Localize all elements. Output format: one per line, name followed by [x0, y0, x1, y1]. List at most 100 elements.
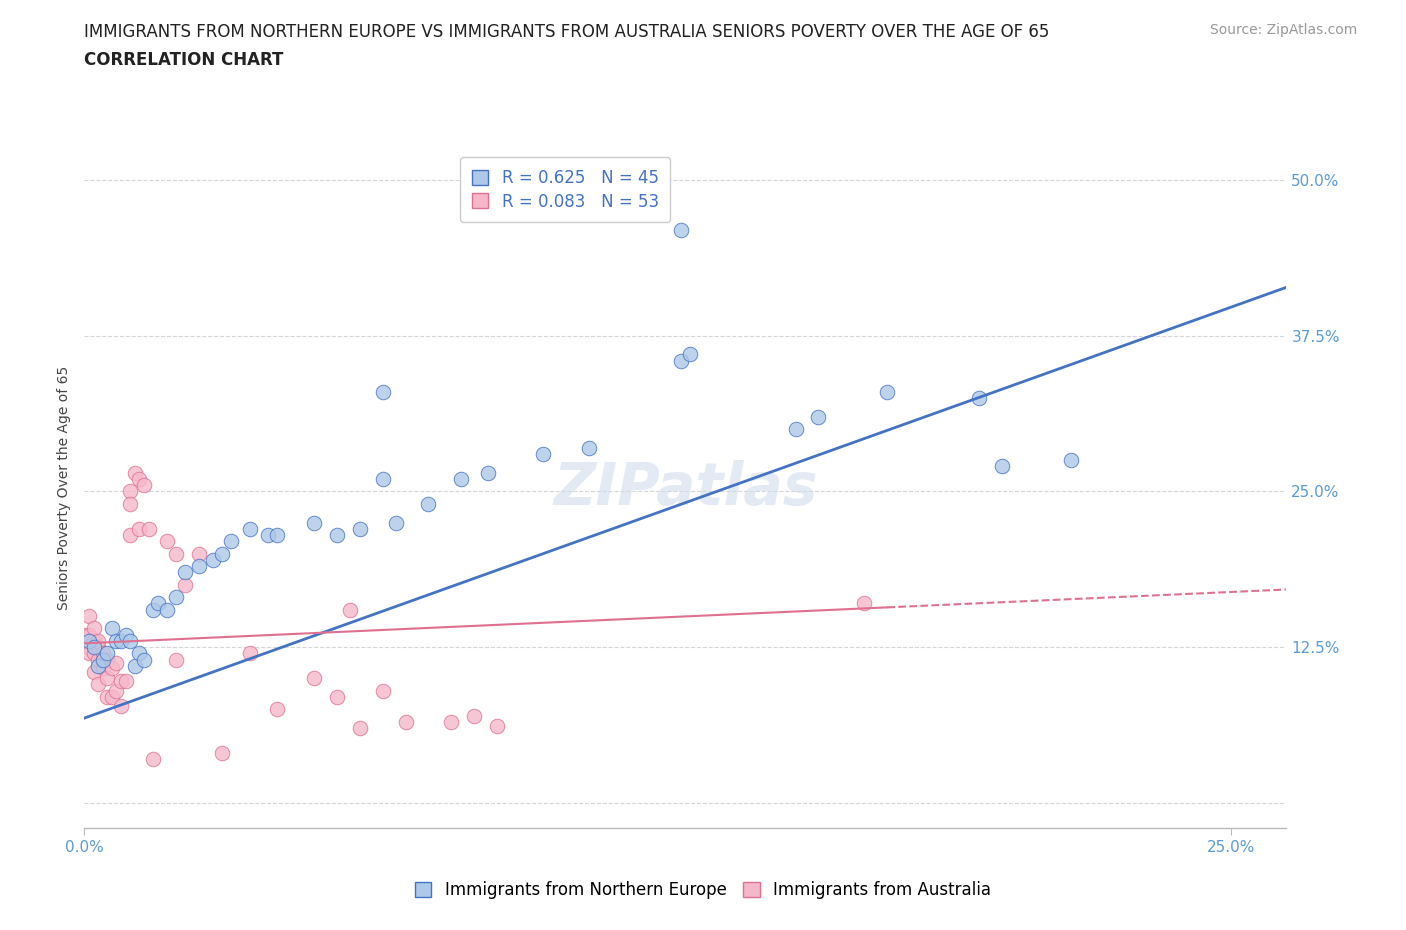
Point — [669, 222, 692, 237]
Point — [785, 421, 807, 436]
Point — [211, 546, 233, 561]
Point — [219, 534, 242, 549]
Point — [83, 621, 105, 636]
Point — [142, 751, 165, 766]
Point — [463, 708, 485, 723]
Point — [257, 527, 280, 542]
Point — [120, 484, 142, 498]
Point — [440, 714, 463, 729]
Point — [132, 478, 155, 493]
Point — [165, 590, 187, 604]
Point — [450, 472, 472, 486]
Point — [371, 684, 394, 698]
Point — [349, 522, 371, 537]
Point — [120, 497, 142, 512]
Point — [101, 621, 124, 636]
Point — [1060, 453, 1083, 468]
Point — [418, 497, 440, 512]
Point — [807, 409, 830, 424]
Point — [101, 689, 124, 704]
Point — [486, 718, 509, 733]
Point — [325, 689, 347, 704]
Point — [77, 645, 100, 660]
Point — [876, 384, 898, 399]
Point — [266, 702, 288, 717]
Point — [96, 689, 118, 704]
Point — [142, 603, 165, 618]
Point — [77, 633, 100, 648]
Point — [967, 391, 990, 405]
Point — [83, 633, 105, 648]
Point — [105, 684, 128, 698]
Point — [238, 522, 260, 537]
Point — [339, 603, 361, 618]
Point — [165, 652, 187, 667]
Point — [83, 665, 105, 680]
Point — [87, 658, 110, 673]
Point — [91, 645, 114, 660]
Point — [238, 645, 260, 660]
Point — [578, 440, 600, 455]
Point — [114, 627, 136, 642]
Text: CORRELATION CHART: CORRELATION CHART — [84, 51, 284, 69]
Point — [201, 552, 224, 567]
Point — [87, 640, 110, 655]
Point — [73, 627, 96, 642]
Point — [132, 652, 155, 667]
Point — [114, 673, 136, 688]
Point — [165, 546, 187, 561]
Point — [128, 645, 150, 660]
Text: ZIPatlas: ZIPatlas — [553, 459, 818, 517]
Point — [110, 673, 132, 688]
Point — [146, 596, 169, 611]
Point — [105, 633, 128, 648]
Point — [128, 522, 150, 537]
Point — [325, 527, 347, 542]
Point — [211, 746, 233, 761]
Point — [174, 578, 197, 592]
Point — [394, 714, 416, 729]
Point — [87, 677, 110, 692]
Point — [156, 534, 179, 549]
Point — [96, 652, 118, 667]
Point — [156, 603, 179, 618]
Point — [371, 384, 394, 399]
Point — [124, 658, 146, 673]
Point — [531, 446, 554, 461]
Point — [349, 721, 371, 736]
Point — [188, 559, 211, 574]
Point — [110, 633, 132, 648]
Point — [138, 522, 160, 537]
Text: IMMIGRANTS FROM NORTHERN EUROPE VS IMMIGRANTS FROM AUSTRALIA SENIORS POVERTY OVE: IMMIGRANTS FROM NORTHERN EUROPE VS IMMIG… — [84, 23, 1050, 41]
Point — [101, 661, 124, 676]
Point — [110, 698, 132, 713]
Point — [174, 565, 197, 579]
Point — [105, 656, 128, 671]
Point — [87, 652, 110, 667]
Point — [385, 515, 408, 530]
Text: Source: ZipAtlas.com: Source: ZipAtlas.com — [1209, 23, 1357, 37]
Point — [853, 596, 876, 611]
Point — [188, 546, 211, 561]
Point — [77, 627, 100, 642]
Point — [120, 527, 142, 542]
Point — [77, 640, 100, 655]
Point — [77, 608, 100, 623]
Point — [96, 645, 118, 660]
Point — [83, 645, 105, 660]
Point — [991, 459, 1014, 474]
Point — [679, 347, 702, 362]
Point — [87, 633, 110, 648]
Point — [124, 465, 146, 480]
Point — [302, 671, 325, 685]
Point — [669, 353, 692, 368]
Point — [91, 661, 114, 676]
Point — [91, 652, 114, 667]
Point — [371, 472, 394, 486]
Point — [302, 515, 325, 530]
Point — [477, 465, 499, 480]
Point — [96, 671, 118, 685]
Y-axis label: Seniors Poverty Over the Age of 65: Seniors Poverty Over the Age of 65 — [58, 366, 72, 610]
Point — [83, 640, 105, 655]
Legend: R = 0.625   N = 45, R = 0.083   N = 53: R = 0.625 N = 45, R = 0.083 N = 53 — [460, 157, 671, 222]
